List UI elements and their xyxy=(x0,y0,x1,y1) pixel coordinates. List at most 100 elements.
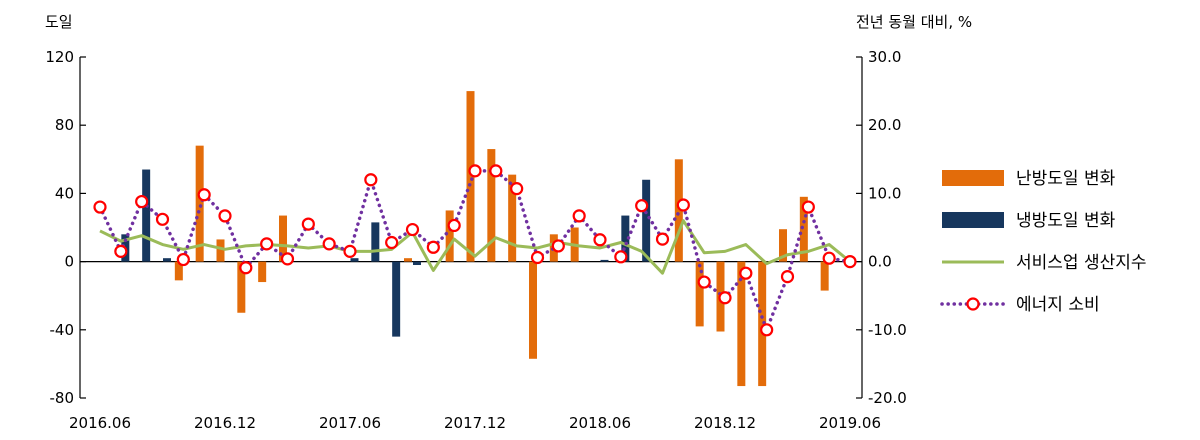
legend-swatch-marker xyxy=(966,297,980,311)
bar xyxy=(621,215,630,262)
bar xyxy=(642,179,651,262)
x-axis-tick-label: 2017.12 xyxy=(444,414,506,432)
bar xyxy=(799,196,808,262)
bar xyxy=(350,258,359,262)
bar xyxy=(216,239,225,262)
right-axis: 30.0 20.0 10.0 0.0 -10.0 -20.0 xyxy=(856,48,907,407)
energy-consumption-point xyxy=(510,182,524,196)
energy-consumption-point xyxy=(239,261,253,275)
energy-consumption-point xyxy=(635,199,649,213)
energy-consumption-point xyxy=(93,200,107,214)
right-axis-tick-label: 30.0 xyxy=(868,48,901,66)
bar xyxy=(237,261,246,313)
legend-label: 냉방도일 변화 xyxy=(1016,211,1116,231)
left-axis: 120 80 40 0 -40 -80 xyxy=(45,48,86,407)
energy-consumption-point xyxy=(343,244,357,258)
bar xyxy=(413,261,421,266)
energy-consumption-point xyxy=(218,209,232,223)
right-axis-tick-label: 0.0 xyxy=(868,253,892,271)
bar xyxy=(487,149,496,262)
bar xyxy=(163,258,171,262)
right-axis-tick-label: 20.0 xyxy=(868,116,901,134)
bar xyxy=(445,210,454,262)
energy-consumption-point xyxy=(801,200,815,214)
right-axis-tick-label: -10.0 xyxy=(868,321,907,339)
bar xyxy=(371,222,380,262)
right-axis-tick-label: 10.0 xyxy=(868,184,901,202)
x-axis-tick-label: 2018.12 xyxy=(694,414,756,432)
bar xyxy=(404,258,412,262)
bar xyxy=(529,261,537,359)
energy-consumption-point xyxy=(718,291,732,305)
energy-consumption-point xyxy=(176,252,190,267)
energy-consumption-point xyxy=(572,209,586,223)
bar xyxy=(737,261,746,387)
left-axis-tick-label: 0 xyxy=(64,253,74,271)
energy-consumption-point xyxy=(676,198,690,212)
bar xyxy=(392,261,401,337)
energy-consumption-point xyxy=(260,237,274,251)
x-axis-tick-label: 2018.06 xyxy=(569,414,631,432)
energy-consumption-point xyxy=(551,239,565,253)
energy-consumption-point xyxy=(697,275,711,289)
x-axis: 2016.06 2016.12 2017.06 2017.12 2018.06 2018.… xyxy=(69,261,881,432)
energy-consumption-point xyxy=(385,235,399,250)
energy-consumption-point xyxy=(655,232,670,246)
bar xyxy=(195,145,204,262)
energy-consumption-point xyxy=(405,222,420,237)
left-axis-tick-label: -80 xyxy=(50,389,75,407)
energy-consumption-point xyxy=(530,250,545,265)
x-axis-tick-label: 2016.06 xyxy=(69,414,131,432)
line-series xyxy=(93,164,857,337)
bar xyxy=(695,261,704,327)
energy-consumption-point xyxy=(155,212,170,226)
energy-consumption-point xyxy=(114,244,128,258)
energy-consumption-point xyxy=(489,164,503,178)
energy-consumption-point xyxy=(593,233,607,247)
energy-consumption-point xyxy=(364,173,378,187)
bar xyxy=(174,261,183,281)
right-axis-tick-label: -20.0 xyxy=(868,389,907,407)
x-axis-tick-label: 2017.06 xyxy=(319,414,381,432)
x-axis-tick-label: 2016.12 xyxy=(194,414,256,432)
bar xyxy=(508,174,517,262)
left-axis-tick-label: -40 xyxy=(50,321,75,339)
left-axis-tick-label: 120 xyxy=(45,48,74,66)
energy-consumption-point xyxy=(280,252,295,266)
left-axis-tick-label: 80 xyxy=(55,116,74,134)
energy-consumption-point xyxy=(447,218,461,233)
energy-consumption-point xyxy=(760,323,774,337)
service-production-line xyxy=(99,219,851,275)
energy-consumption-point xyxy=(739,266,753,280)
bar xyxy=(600,259,609,262)
energy-consumption-point xyxy=(614,250,628,264)
bar xyxy=(758,261,767,387)
energy-consumption-point xyxy=(426,240,440,254)
energy-consumption-point xyxy=(135,194,149,209)
bar xyxy=(258,261,267,283)
energy-consumption-point xyxy=(468,164,482,178)
bar-series xyxy=(121,91,829,387)
left-axis-unit: 도일 xyxy=(45,13,73,31)
left-axis-tick-label: 40 xyxy=(55,184,74,202)
energy-consumption-point xyxy=(822,251,836,265)
legend-swatch-bar xyxy=(942,212,1004,228)
energy-consumption-point xyxy=(197,188,211,202)
energy-consumption-point xyxy=(780,270,795,284)
bar xyxy=(779,229,787,262)
legend-swatch-bar xyxy=(942,170,1004,186)
bar xyxy=(466,91,475,262)
bar xyxy=(820,261,829,291)
bar xyxy=(142,169,151,262)
right-axis-unit: 전년 동월 대비, % xyxy=(856,13,972,31)
bar xyxy=(674,159,683,262)
energy-consumption-point xyxy=(843,255,857,269)
legend-label: 서비스업 생산지수 xyxy=(1016,253,1147,273)
legend-label: 난방도일 변화 xyxy=(1016,169,1116,189)
legend-label: 에너지 소비 xyxy=(1016,295,1100,315)
energy-consumption-point xyxy=(322,237,336,251)
bar xyxy=(279,215,287,262)
energy-consumption-point xyxy=(301,217,315,231)
